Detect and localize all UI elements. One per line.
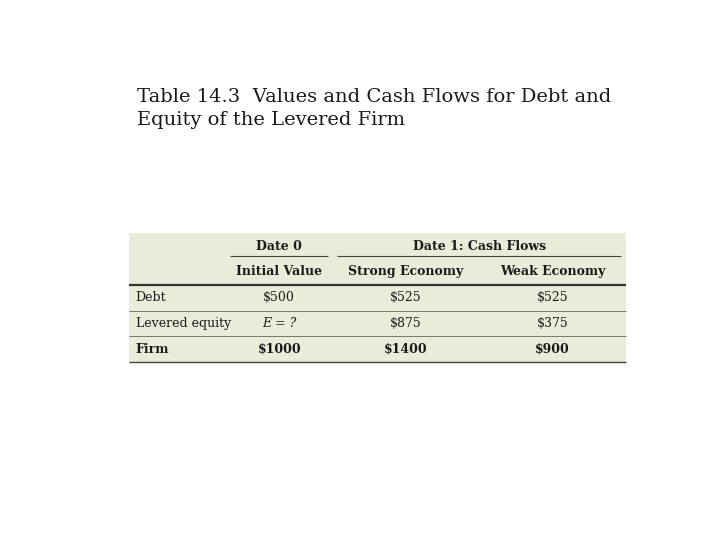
- Text: Firm: Firm: [136, 343, 169, 356]
- Text: Initial Value: Initial Value: [236, 265, 323, 278]
- Text: $900: $900: [535, 343, 570, 356]
- Text: $500: $500: [264, 291, 295, 304]
- Text: Debt: Debt: [136, 291, 166, 304]
- Text: $875: $875: [390, 317, 422, 330]
- Text: Date 0: Date 0: [256, 240, 302, 253]
- Text: $525: $525: [536, 291, 568, 304]
- Text: $1000: $1000: [258, 343, 301, 356]
- FancyBboxPatch shape: [129, 233, 626, 362]
- Text: Weak Economy: Weak Economy: [500, 265, 605, 278]
- Text: Table 14.3  Values and Cash Flows for Debt and
Equity of the Levered Firm: Table 14.3 Values and Cash Flows for Deb…: [138, 87, 612, 129]
- Text: E = ?: E = ?: [262, 317, 297, 330]
- Text: $525: $525: [390, 291, 422, 304]
- Text: Levered equity: Levered equity: [136, 317, 231, 330]
- Text: $1400: $1400: [384, 343, 428, 356]
- Text: Date 1: Cash Flows: Date 1: Cash Flows: [413, 240, 546, 253]
- Text: Strong Economy: Strong Economy: [348, 265, 464, 278]
- Text: $375: $375: [536, 317, 568, 330]
